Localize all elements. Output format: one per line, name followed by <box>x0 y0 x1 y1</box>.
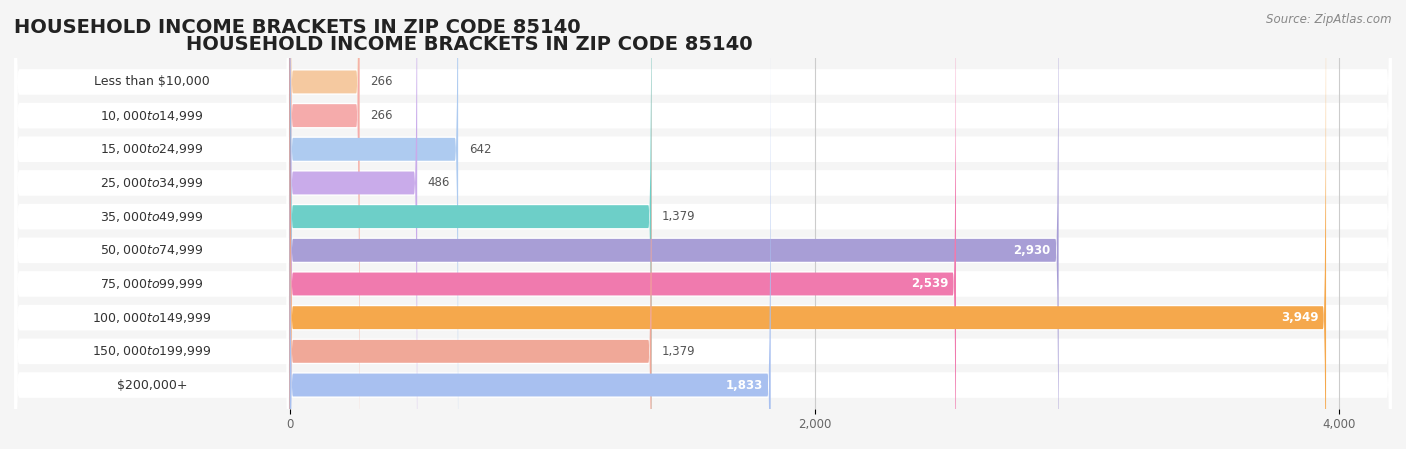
Text: 1,379: 1,379 <box>662 210 696 223</box>
FancyBboxPatch shape <box>290 0 1059 449</box>
FancyBboxPatch shape <box>290 0 418 449</box>
FancyBboxPatch shape <box>15 0 288 449</box>
Text: $75,000 to $99,999: $75,000 to $99,999 <box>100 277 204 291</box>
FancyBboxPatch shape <box>14 0 1392 449</box>
Text: 2,930: 2,930 <box>1014 244 1050 257</box>
Text: 266: 266 <box>370 109 392 122</box>
FancyBboxPatch shape <box>15 0 288 449</box>
FancyBboxPatch shape <box>14 0 1392 449</box>
FancyBboxPatch shape <box>15 0 288 449</box>
FancyBboxPatch shape <box>14 0 1392 449</box>
Text: HOUSEHOLD INCOME BRACKETS IN ZIP CODE 85140: HOUSEHOLD INCOME BRACKETS IN ZIP CODE 85… <box>14 18 581 37</box>
Text: $15,000 to $24,999: $15,000 to $24,999 <box>100 142 204 156</box>
FancyBboxPatch shape <box>290 0 651 449</box>
Text: $10,000 to $14,999: $10,000 to $14,999 <box>100 109 204 123</box>
FancyBboxPatch shape <box>290 0 770 449</box>
Text: $25,000 to $34,999: $25,000 to $34,999 <box>100 176 204 190</box>
Text: 486: 486 <box>427 176 450 189</box>
Text: 2,539: 2,539 <box>911 277 948 291</box>
FancyBboxPatch shape <box>14 0 1392 449</box>
FancyBboxPatch shape <box>14 0 1392 449</box>
FancyBboxPatch shape <box>14 0 1392 449</box>
Text: $100,000 to $149,999: $100,000 to $149,999 <box>93 311 211 325</box>
FancyBboxPatch shape <box>15 0 288 449</box>
Text: 3,949: 3,949 <box>1281 311 1319 324</box>
FancyBboxPatch shape <box>14 0 1392 449</box>
Text: $35,000 to $49,999: $35,000 to $49,999 <box>100 210 204 224</box>
FancyBboxPatch shape <box>290 0 1326 449</box>
FancyBboxPatch shape <box>14 0 1392 449</box>
FancyBboxPatch shape <box>15 0 288 449</box>
Text: 1,379: 1,379 <box>662 345 696 358</box>
FancyBboxPatch shape <box>290 0 956 449</box>
FancyBboxPatch shape <box>14 0 1392 449</box>
FancyBboxPatch shape <box>290 0 651 449</box>
Text: 266: 266 <box>370 75 392 88</box>
FancyBboxPatch shape <box>290 0 360 449</box>
FancyBboxPatch shape <box>15 0 288 449</box>
FancyBboxPatch shape <box>15 0 288 449</box>
Text: Source: ZipAtlas.com: Source: ZipAtlas.com <box>1267 13 1392 26</box>
Text: 1,833: 1,833 <box>725 379 763 392</box>
Text: 642: 642 <box>468 143 491 156</box>
Text: $50,000 to $74,999: $50,000 to $74,999 <box>100 243 204 257</box>
FancyBboxPatch shape <box>14 0 1392 449</box>
FancyBboxPatch shape <box>15 0 288 449</box>
Text: $150,000 to $199,999: $150,000 to $199,999 <box>93 344 211 358</box>
FancyBboxPatch shape <box>15 0 288 449</box>
Text: HOUSEHOLD INCOME BRACKETS IN ZIP CODE 85140: HOUSEHOLD INCOME BRACKETS IN ZIP CODE 85… <box>186 35 754 54</box>
FancyBboxPatch shape <box>290 0 360 449</box>
FancyBboxPatch shape <box>290 0 458 449</box>
FancyBboxPatch shape <box>15 0 288 449</box>
Text: Less than $10,000: Less than $10,000 <box>94 75 209 88</box>
Text: $200,000+: $200,000+ <box>117 379 187 392</box>
